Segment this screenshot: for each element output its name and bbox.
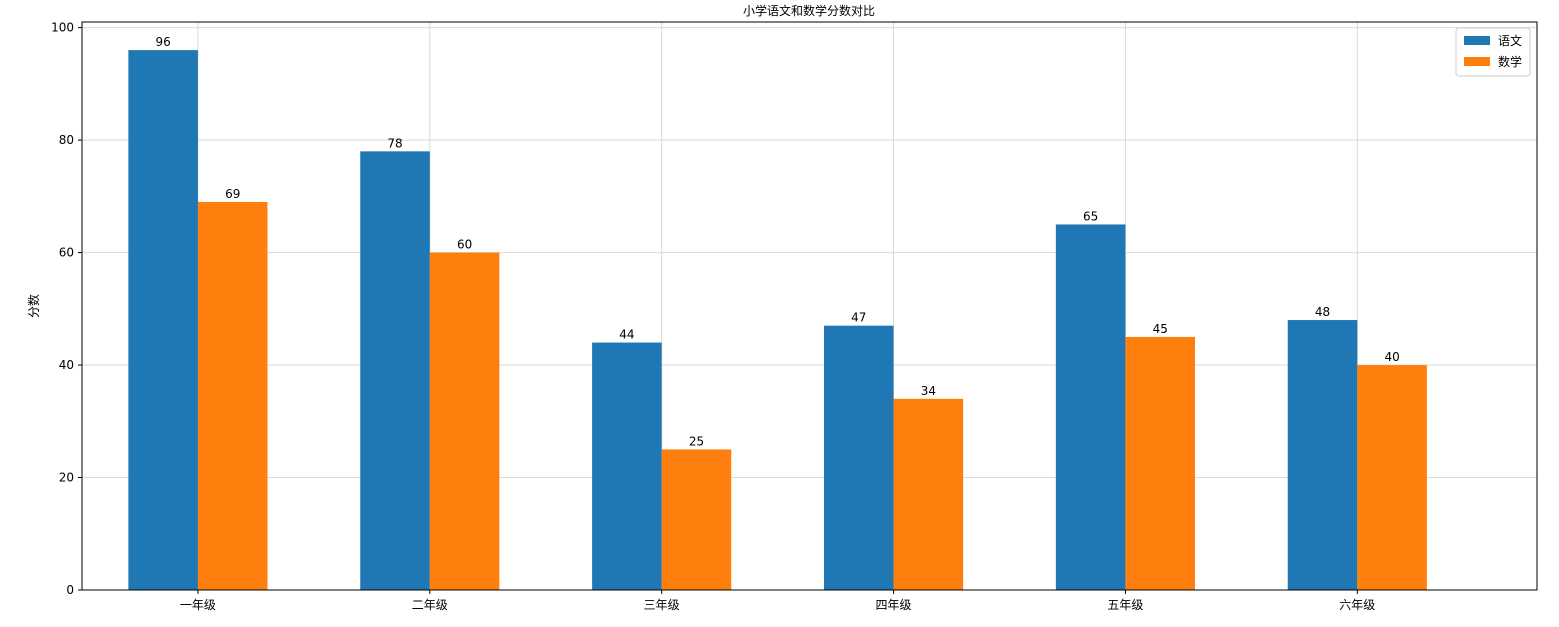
data-label: 65 bbox=[1083, 209, 1098, 223]
x-tick-label: 一年级 bbox=[180, 598, 216, 612]
axes-group: 0 20 40 60 80 100 一年级 二年级 三年级 四年级 五年级 六年级 bbox=[51, 21, 1538, 612]
x-tick-label: 二年级 bbox=[412, 598, 448, 612]
y-tick-label: 60 bbox=[59, 246, 74, 260]
data-label: 44 bbox=[619, 328, 634, 342]
bar-math bbox=[1125, 336, 1195, 590]
bars-group bbox=[128, 50, 1427, 591]
y-tick-label: 0 bbox=[66, 583, 74, 597]
data-label: 34 bbox=[921, 384, 936, 398]
bar-math bbox=[1357, 365, 1427, 590]
legend-swatch-chinese bbox=[1464, 36, 1490, 45]
data-label: 78 bbox=[387, 136, 402, 150]
legend-label: 语文 bbox=[1498, 33, 1522, 48]
data-label: 47 bbox=[851, 311, 866, 325]
bar-chinese bbox=[360, 151, 430, 590]
data-label: 96 bbox=[156, 35, 171, 49]
data-label: 45 bbox=[1153, 322, 1168, 336]
y-tick-label: 80 bbox=[59, 133, 74, 147]
chart-title: 小学语文和数学分数对比 bbox=[743, 3, 875, 18]
x-tick-label: 三年级 bbox=[644, 598, 680, 612]
y-axis-label: 分数 bbox=[26, 294, 41, 318]
bar-math bbox=[197, 201, 268, 591]
bar-math bbox=[429, 252, 500, 590]
plot-frame bbox=[81, 21, 1538, 591]
bar-chinese bbox=[1287, 320, 1358, 590]
bar-math bbox=[661, 449, 732, 590]
bar-chinese bbox=[823, 325, 894, 590]
y-tick-label: 100 bbox=[51, 21, 74, 35]
y-tick-label: 40 bbox=[59, 358, 74, 372]
legend-swatch-math bbox=[1464, 57, 1490, 66]
y-tick-label: 20 bbox=[59, 471, 74, 485]
legend-label: 数学 bbox=[1498, 54, 1522, 69]
x-tick-label: 六年级 bbox=[1339, 598, 1375, 612]
x-tick-label: 五年级 bbox=[1107, 598, 1143, 612]
data-label: 69 bbox=[225, 187, 240, 201]
data-label: 48 bbox=[1315, 305, 1330, 319]
x-tick-label: 四年级 bbox=[876, 598, 912, 612]
data-label: 25 bbox=[689, 434, 704, 448]
data-label: 40 bbox=[1384, 350, 1399, 364]
bar-chinese bbox=[592, 342, 662, 590]
data-label: 60 bbox=[457, 238, 472, 252]
bar-chinese bbox=[1055, 224, 1126, 590]
bar-math bbox=[893, 398, 964, 590]
bar-chinese bbox=[128, 50, 198, 590]
data-labels-group: 96 78 44 47 65 48 69 60 25 34 45 40 bbox=[156, 35, 1400, 448]
